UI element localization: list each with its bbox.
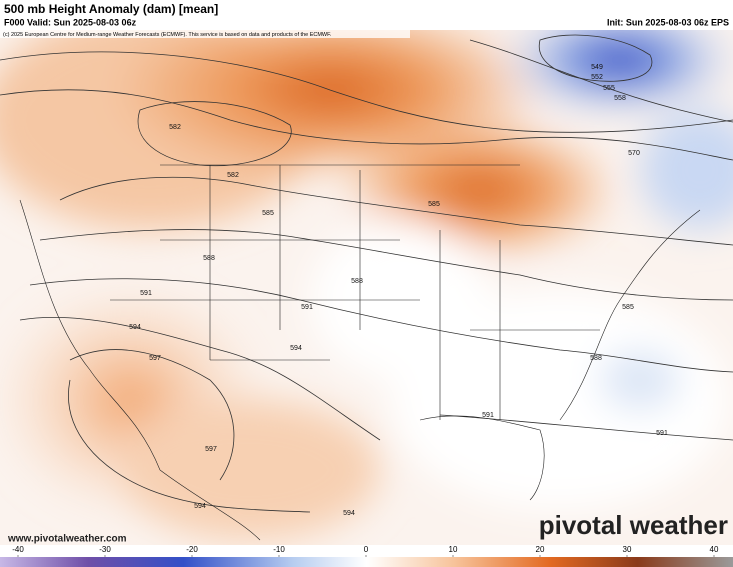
contour-label: 555 (603, 85, 615, 92)
colorbar-tick-label: 0 (364, 545, 369, 554)
contour-label: 570 (628, 150, 640, 157)
colorbar-tick-label: -40 (12, 545, 24, 554)
colorbar-tick-label: -10 (273, 545, 285, 554)
contour-label: 549 (591, 64, 603, 71)
contour-label: 588 (203, 255, 215, 262)
contour-label: 582 (227, 172, 239, 179)
contour-label: 594 (194, 503, 206, 510)
init-time: Init: Sun 2025-08-03 06z EPS (607, 17, 729, 27)
colorbar-tick-label: -20 (186, 545, 198, 554)
contour-label: 582 (169, 124, 181, 131)
contour-label: 591 (301, 304, 313, 311)
colorbar-ticks: -40 -30 -20 -10 0 10 20 30 40 (12, 545, 719, 557)
title: 500 mb Height Anomaly (dam) [mean] (4, 2, 218, 16)
contour-label: 591 (482, 412, 494, 419)
colorbar-tick-label: -30 (99, 545, 111, 554)
contour-label: 597 (205, 446, 217, 453)
contour-label: 558 (614, 95, 626, 102)
contour-label: 591 (656, 430, 668, 437)
colorbar-tick-label: 20 (536, 545, 545, 554)
contour-label: 597 (149, 355, 161, 362)
contour-label: 585 (622, 304, 634, 311)
contour-label: 588 (351, 278, 363, 285)
colorbar-tick-label: 10 (449, 545, 458, 554)
website: www.pivotalweather.com (7, 534, 127, 545)
contour-label: 585 (262, 210, 274, 217)
logo: pivotal weather (539, 510, 728, 540)
contour-label: 588 (590, 355, 602, 362)
contour-label: 594 (290, 345, 302, 352)
contour-labels: 582 582 585 588 591 594 597 597 594 594 591 594 588 5… (129, 64, 668, 517)
contour-label: 552 (591, 74, 603, 81)
colorbar-tick-label: 40 (710, 545, 719, 554)
contour-label: 591 (140, 290, 152, 297)
contour-label: 594 (129, 324, 141, 331)
colorbar-tick-label: 30 (623, 545, 632, 554)
colorbar (0, 557, 733, 567)
map (0, 0, 733, 545)
contour-label: 585 (428, 201, 440, 208)
valid-time: F000 Valid: Sun 2025-08-03 06z (4, 17, 137, 27)
copyright: (c) 2025 European Centre for Medium-rang… (3, 32, 332, 38)
contour-label: 594 (343, 510, 355, 517)
